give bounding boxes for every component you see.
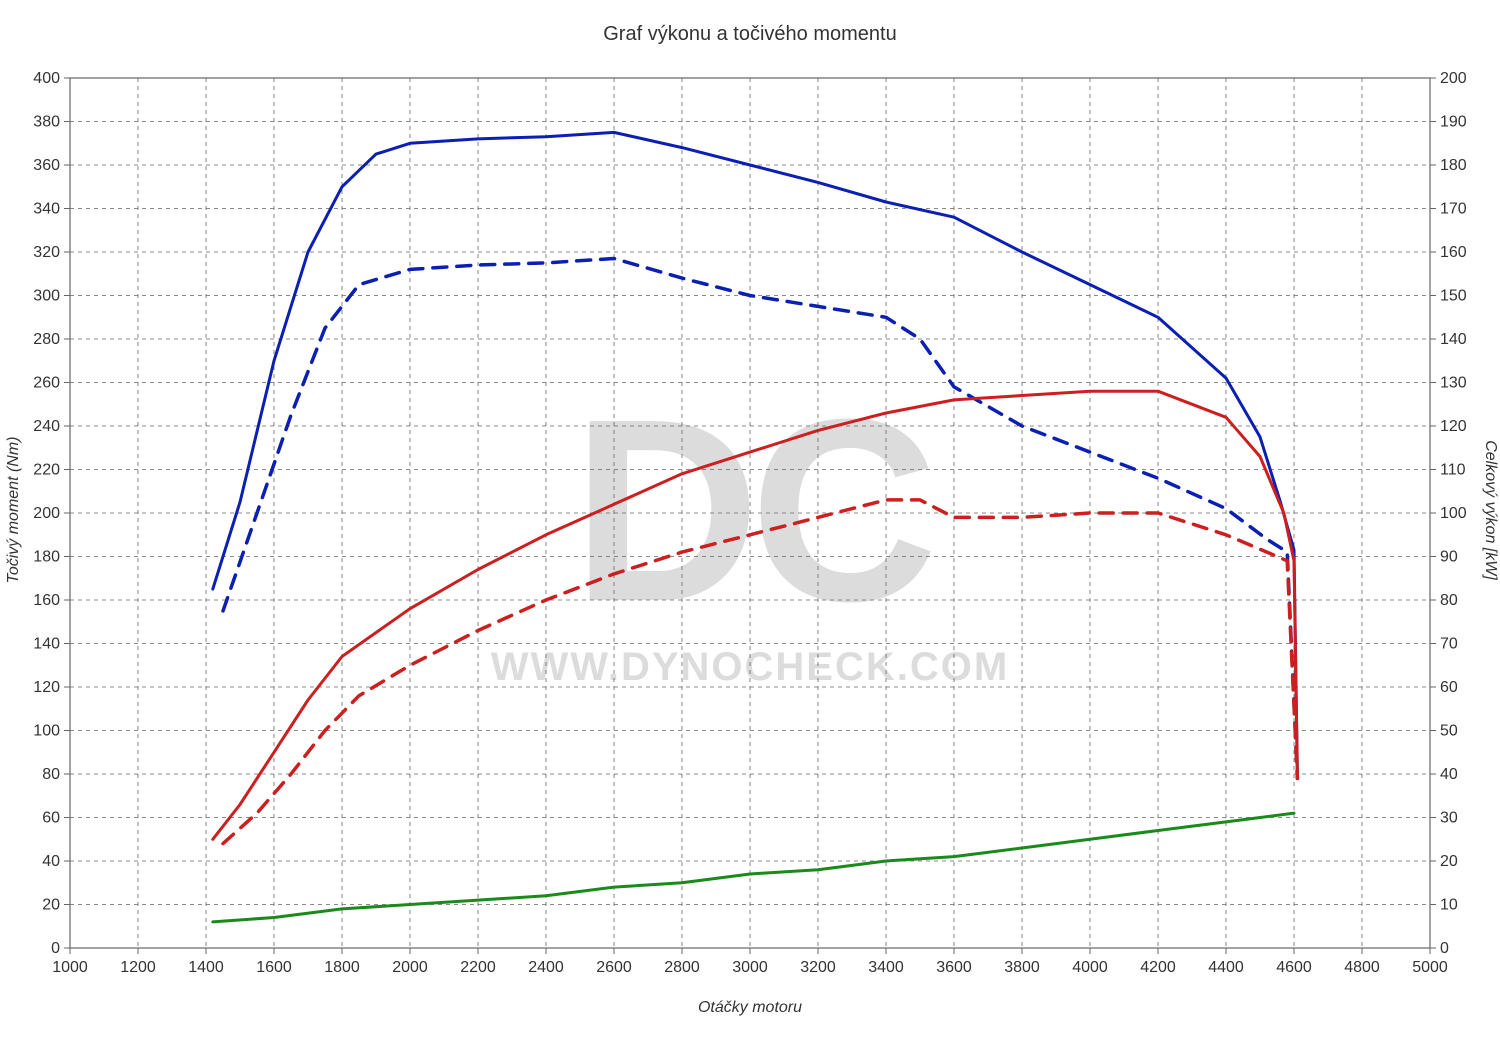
y-right-tick-label: 30 (1440, 810, 1458, 827)
watermark-url: WWW.DYNOCHECK.COM (491, 645, 1009, 689)
y-right-tick-label: 170 (1440, 201, 1467, 218)
y-right-tick-label: 140 (1440, 331, 1467, 348)
y-left-tick-label: 240 (33, 418, 60, 435)
y-axis-right-label: Celkový výkon [kW] (1482, 440, 1499, 580)
x-tick-label: 2200 (460, 959, 496, 976)
y-left-tick-label: 320 (33, 244, 60, 261)
y-right-ticks: 0 10 20 30 40 50 60 70 80 90 100 110 120 130 140 150 160… (1430, 70, 1467, 957)
y-right-tick-label: 120 (1440, 418, 1467, 435)
x-tick-label: 2800 (664, 959, 700, 976)
y-right-tick-label: 180 (1440, 157, 1467, 174)
y-left-tick-label: 220 (33, 462, 60, 479)
y-left-tick-label: 80 (42, 766, 60, 783)
y-left-tick-label: 140 (33, 636, 60, 653)
x-tick-label: 4800 (1344, 959, 1380, 976)
y-right-tick-label: 190 (1440, 114, 1467, 131)
y-left-tick-label: 120 (33, 679, 60, 696)
x-tick-label: 5000 (1412, 959, 1448, 976)
y-right-tick-label: 130 (1440, 375, 1467, 392)
y-left-tick-label: 20 (42, 897, 60, 914)
y-left-tick-label: 40 (42, 853, 60, 870)
x-tick-label: 3800 (1004, 959, 1040, 976)
y-left-tick-label: 60 (42, 810, 60, 827)
watermark-big: DC (572, 366, 933, 656)
y-right-tick-label: 80 (1440, 592, 1458, 609)
x-tick-label: 3400 (868, 959, 904, 976)
y-right-tick-label: 200 (1440, 70, 1467, 87)
x-tick-label: 2000 (392, 959, 428, 976)
y-right-tick-label: 70 (1440, 636, 1458, 653)
y-left-tick-label: 200 (33, 505, 60, 522)
x-tick-label: 2600 (596, 959, 632, 976)
x-tick-label: 3600 (936, 959, 972, 976)
series-loss-power (213, 813, 1294, 922)
x-tick-label: 4400 (1208, 959, 1244, 976)
y-axis-left-label: Točivý moment (Nm) (5, 437, 22, 584)
x-tick-label: 4200 (1140, 959, 1176, 976)
y-left-tick-label: 400 (33, 70, 60, 87)
x-tick-label: 1200 (120, 959, 156, 976)
y-left-tick-label: 380 (33, 114, 60, 131)
y-left-tick-label: 0 (51, 940, 60, 957)
y-left-tick-label: 180 (33, 549, 60, 566)
y-right-tick-label: 20 (1440, 853, 1458, 870)
grid-lines (70, 78, 1430, 948)
x-axis-ticks: 1000 1200 1400 1600 1800 2000 2200 2400 2600 2800… (52, 948, 1448, 976)
y-right-tick-label: 60 (1440, 679, 1458, 696)
y-right-tick-label: 10 (1440, 897, 1458, 914)
x-tick-label: 1600 (256, 959, 292, 976)
x-tick-label: 1400 (188, 959, 224, 976)
y-left-tick-label: 340 (33, 201, 60, 218)
dyno-chart: Graf výkonu a točivého momentu DC WWW.DY… (0, 0, 1500, 1040)
x-axis-label: Otáčky motoru (698, 999, 802, 1016)
y-left-tick-label: 160 (33, 592, 60, 609)
y-right-tick-label: 100 (1440, 505, 1467, 522)
y-right-tick-label: 90 (1440, 549, 1458, 566)
chart-title: Graf výkonu a točivého momentu (603, 23, 896, 45)
y-left-tick-label: 260 (33, 375, 60, 392)
y-right-tick-label: 40 (1440, 766, 1458, 783)
y-left-tick-label: 100 (33, 723, 60, 740)
x-tick-label: 3000 (732, 959, 768, 976)
x-tick-label: 4000 (1072, 959, 1108, 976)
y-right-tick-label: 160 (1440, 244, 1467, 261)
y-right-tick-label: 50 (1440, 723, 1458, 740)
y-right-tick-label: 0 (1440, 940, 1449, 957)
y-left-tick-label: 300 (33, 288, 60, 305)
x-tick-label: 3200 (800, 959, 836, 976)
y-right-tick-label: 150 (1440, 288, 1467, 305)
x-tick-label: 4600 (1276, 959, 1312, 976)
y-left-ticks: 0 20 40 60 80 100 120 140 160 180 200 220 240 260 280 3… (33, 70, 70, 957)
x-tick-label: 1800 (324, 959, 360, 976)
x-tick-label: 2400 (528, 959, 564, 976)
x-tick-label: 1000 (52, 959, 88, 976)
y-left-tick-label: 280 (33, 331, 60, 348)
chart-svg: Graf výkonu a točivého momentu DC WWW.DY… (0, 0, 1500, 1040)
y-left-tick-label: 360 (33, 157, 60, 174)
y-right-tick-label: 110 (1440, 462, 1466, 479)
